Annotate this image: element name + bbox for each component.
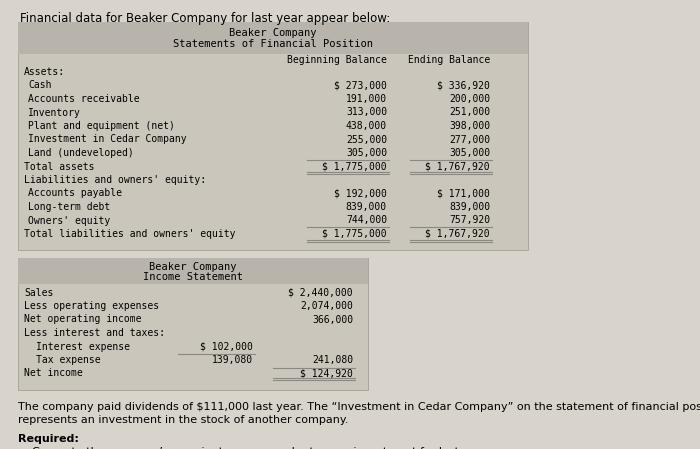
Text: Long-term debt: Long-term debt (28, 202, 111, 212)
Text: 305,000: 305,000 (346, 148, 387, 158)
Text: 839,000: 839,000 (449, 202, 490, 212)
Text: Assets:: Assets: (24, 67, 65, 77)
Text: 757,920: 757,920 (449, 216, 490, 225)
Text: $ 273,000: $ 273,000 (334, 80, 387, 91)
Text: 366,000: 366,000 (312, 314, 353, 325)
Text: $ 336,920: $ 336,920 (437, 80, 490, 91)
Text: $ 1,775,000: $ 1,775,000 (323, 162, 387, 172)
Text: Accounts receivable: Accounts receivable (28, 94, 139, 104)
Text: Less interest and taxes:: Less interest and taxes: (24, 328, 165, 338)
Text: $ 1,767,920: $ 1,767,920 (426, 229, 490, 239)
Text: Inventory: Inventory (28, 107, 81, 118)
Bar (18, 257, 368, 390)
Text: Beaker Company: Beaker Company (230, 28, 316, 38)
Text: 251,000: 251,000 (449, 107, 490, 118)
Text: Less operating expenses: Less operating expenses (24, 301, 159, 311)
Text: Sales: Sales (24, 287, 53, 298)
Text: Investment in Cedar Company: Investment in Cedar Company (28, 135, 187, 145)
Text: Liabilities and owners' equity:: Liabilities and owners' equity: (24, 175, 206, 185)
Text: Statements of Financial Position: Statements of Financial Position (173, 39, 373, 49)
Text: Tax expense: Tax expense (36, 355, 101, 365)
Text: Required:: Required: (18, 434, 79, 444)
Text: 191,000: 191,000 (346, 94, 387, 104)
Text: 2,074,000: 2,074,000 (300, 301, 353, 311)
Text: $ 171,000: $ 171,000 (437, 189, 490, 198)
Text: Owners' equity: Owners' equity (28, 216, 111, 225)
Text: 744,000: 744,000 (346, 216, 387, 225)
Text: Financial data for Beaker Company for last year appear below:: Financial data for Beaker Company for la… (20, 12, 391, 25)
Bar (18, 22, 528, 250)
Text: 200,000: 200,000 (449, 94, 490, 104)
Text: Accounts payable: Accounts payable (28, 189, 122, 198)
Text: $ 102,000: $ 102,000 (200, 342, 253, 352)
Text: 277,000: 277,000 (449, 135, 490, 145)
Text: Net income: Net income (24, 369, 83, 379)
Text: $ 2,440,000: $ 2,440,000 (288, 287, 353, 298)
Text: Cash: Cash (28, 80, 52, 91)
Text: Land (undeveloped): Land (undeveloped) (28, 148, 134, 158)
Text: 255,000: 255,000 (346, 135, 387, 145)
Text: Plant and equipment (net): Plant and equipment (net) (28, 121, 175, 131)
Text: 398,000: 398,000 (449, 121, 490, 131)
Text: Net operating income: Net operating income (24, 314, 141, 325)
Text: 305,000: 305,000 (449, 148, 490, 158)
Text: Beaker Company: Beaker Company (149, 263, 237, 273)
Bar (18, 22, 528, 54)
Text: Total assets: Total assets (24, 162, 94, 172)
Text: Total liabilities and owners' equity: Total liabilities and owners' equity (24, 229, 235, 239)
Text: $ 1,775,000: $ 1,775,000 (323, 229, 387, 239)
Text: $ 124,920: $ 124,920 (300, 369, 353, 379)
Text: $ 1,767,920: $ 1,767,920 (426, 162, 490, 172)
Text: 438,000: 438,000 (346, 121, 387, 131)
Text: Interest expense: Interest expense (36, 342, 130, 352)
Text: 139,080: 139,080 (212, 355, 253, 365)
Text: Beginning Balance: Beginning Balance (287, 55, 387, 65)
Text: 241,080: 241,080 (312, 355, 353, 365)
Text: Ending Balance: Ending Balance (407, 55, 490, 65)
Text: The company paid dividends of $111,000 last year. The “Investment in Cedar Compa: The company paid dividends of $111,000 l… (18, 402, 700, 412)
Text: a. Compute the company’s margin, turnover, and return on investment for last yea: a. Compute the company’s margin, turnove… (18, 447, 490, 449)
Text: 839,000: 839,000 (346, 202, 387, 212)
Bar (18, 257, 368, 283)
Text: $ 192,000: $ 192,000 (334, 189, 387, 198)
Text: Income Statement: Income Statement (143, 273, 243, 282)
Text: represents an investment in the stock of another company.: represents an investment in the stock of… (18, 415, 349, 425)
Text: 313,000: 313,000 (346, 107, 387, 118)
